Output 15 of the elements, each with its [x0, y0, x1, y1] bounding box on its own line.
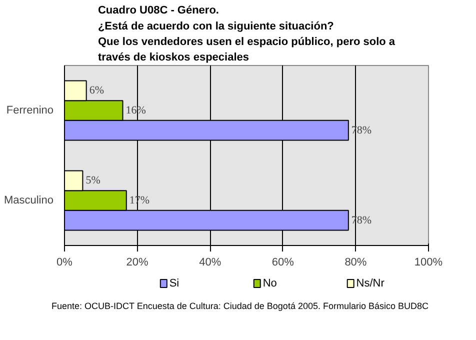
y-tick-label: Ferrenino — [6, 104, 54, 116]
x-tick-label: 80% — [344, 256, 367, 268]
source-note: Fuente: OCUB-IDCT Encuesta de Cultura: Ciudad de Bogotá 2005. Formulario Básico BUD8C — [51, 300, 428, 313]
x-tick-label: 20% — [126, 256, 149, 268]
chart-title: Cuadro U08C - Género. ¿Está de acuerdo con la siguiente situación? Que los vendedores usen el espacio público, pero solo a través de kioskos especiales — [98, 4, 396, 64]
legend-label: Si — [169, 278, 180, 290]
x-tick-label: 40% — [199, 256, 222, 268]
x-tick-label: 100% — [414, 256, 443, 268]
x-tick-label: 60% — [272, 256, 294, 268]
data-label: 6% — [89, 84, 104, 97]
legend-label: Ns/Nr — [356, 278, 385, 290]
x-tick-label: 0% — [56, 256, 73, 268]
data-label: 5% — [86, 174, 100, 187]
legend-label: No — [262, 278, 277, 290]
y-tick-label: Masculino — [4, 194, 54, 206]
